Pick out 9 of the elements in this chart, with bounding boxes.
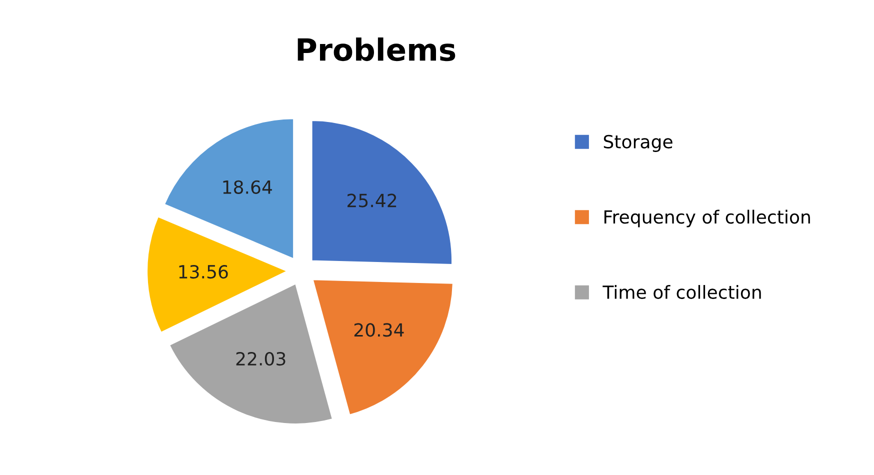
data-label: 22.03	[236, 352, 286, 366]
data-label: 20.34	[354, 323, 404, 337]
legend-label: Storage	[604, 134, 672, 152]
chart-title: Problems	[298, 37, 456, 62]
data-label: 13.56	[179, 264, 228, 279]
data-label: 18.64	[223, 180, 272, 194]
legend-label: Frequency of collection	[604, 210, 810, 228]
data-label: 25.42	[348, 194, 396, 208]
legend-label: Time of collection	[602, 285, 761, 299]
